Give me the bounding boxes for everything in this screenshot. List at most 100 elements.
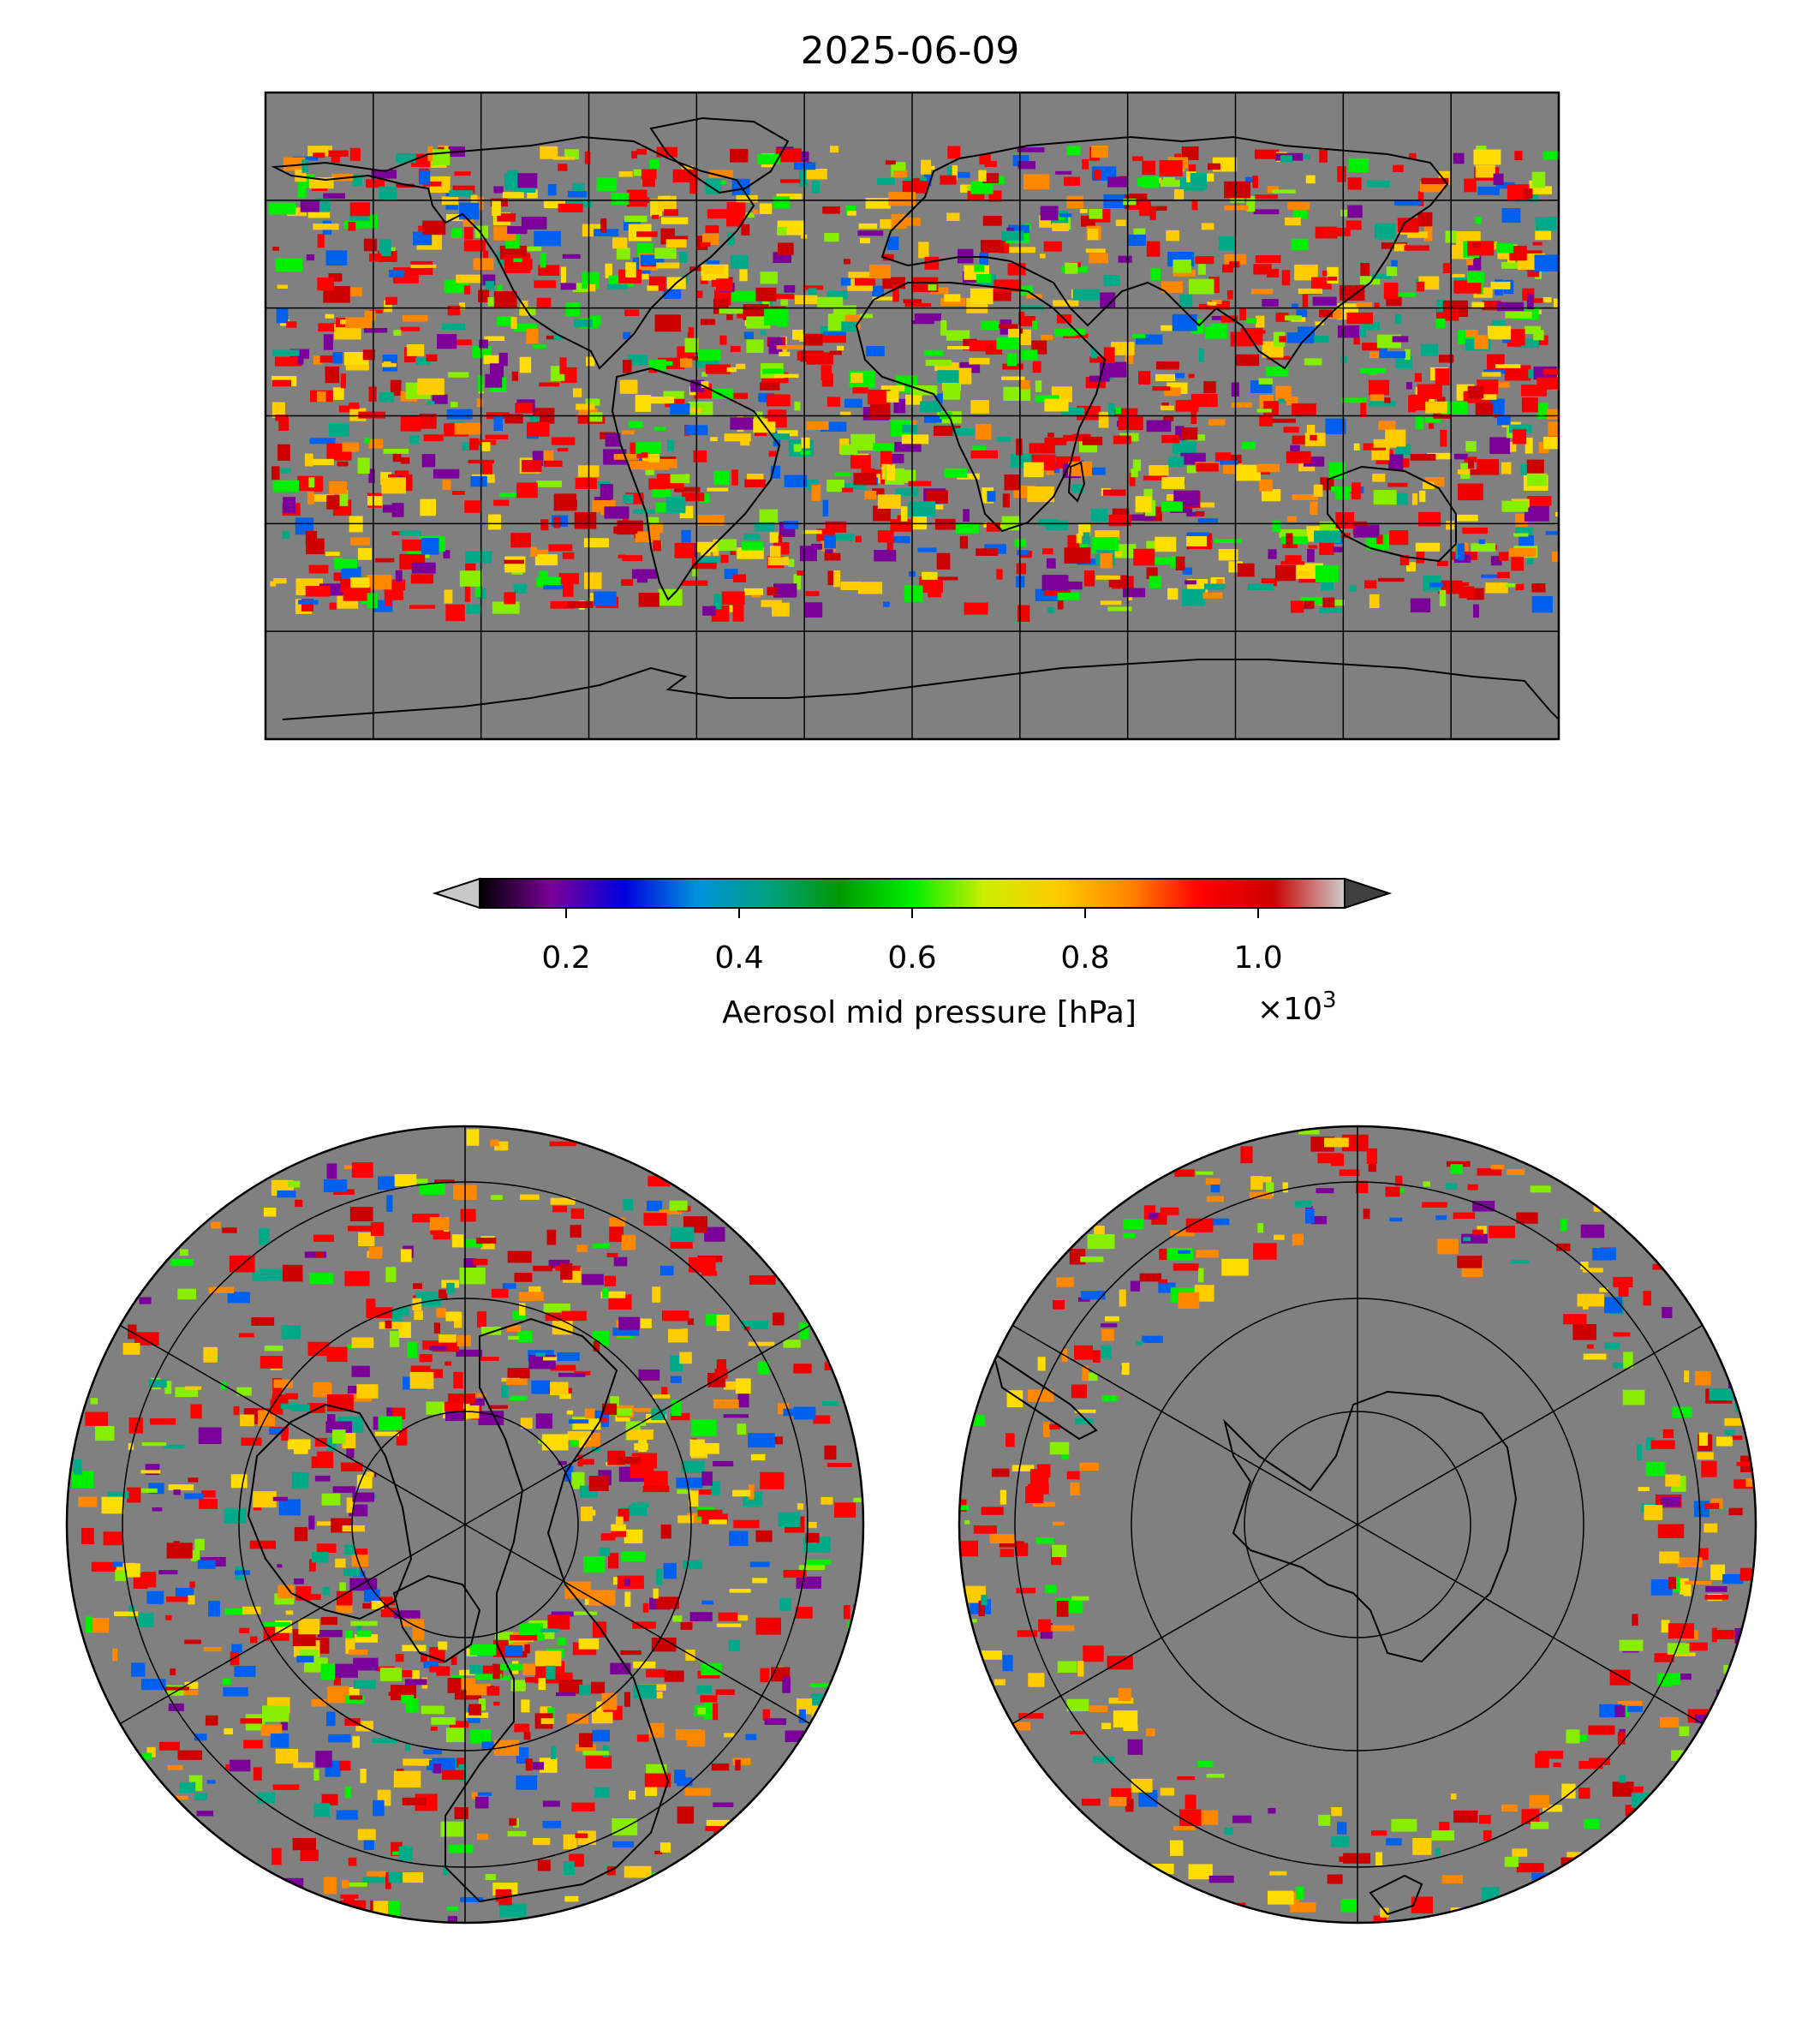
aerosol-pixel <box>374 1431 400 1436</box>
aerosol-pixel <box>270 1734 289 1748</box>
aerosol-pixel <box>718 539 737 552</box>
aerosol-pixel <box>703 1702 714 1720</box>
aerosol-pixel <box>1237 563 1255 577</box>
aerosol-pixel <box>1179 294 1193 307</box>
aerosol-pixel <box>1471 543 1495 552</box>
aerosol-pixel <box>343 1165 353 1170</box>
aerosol-pixel <box>1195 256 1214 265</box>
aerosol-pixel <box>1304 600 1315 609</box>
aerosol-pixel <box>1035 395 1059 403</box>
aerosol-pixel <box>336 1590 353 1606</box>
aerosol-pixel <box>986 522 1001 532</box>
aerosol-pixel <box>1197 518 1219 523</box>
aerosol-pixel <box>1002 493 1011 508</box>
aerosol-pixel <box>112 1561 123 1567</box>
aerosol-pixel <box>1123 1219 1144 1230</box>
aerosol-pixel <box>241 1437 262 1447</box>
aerosol-pixel <box>570 1225 582 1238</box>
aerosol-pixel <box>1118 1687 1131 1701</box>
aerosol-pixel <box>1262 299 1279 307</box>
aerosol-pixel <box>761 600 782 607</box>
aerosol-pixel <box>978 1600 985 1617</box>
aerosol-pixel <box>413 231 433 246</box>
aerosol-pixel <box>749 1275 776 1285</box>
aerosol-pixel <box>518 1303 526 1316</box>
aerosol-pixel <box>1509 245 1527 261</box>
aerosol-pixel <box>588 1590 616 1606</box>
aerosol-pixel <box>488 514 501 530</box>
aerosol-pixel <box>1467 385 1484 399</box>
aerosol-pixel <box>1070 1730 1085 1734</box>
aerosol-pixel <box>1656 1673 1681 1686</box>
aerosol-pixel <box>570 1208 584 1220</box>
aerosol-pixel <box>197 1560 216 1569</box>
aerosol-pixel <box>656 1596 679 1609</box>
aerosol-pixel <box>1082 158 1089 170</box>
aerosol-pixel <box>526 246 542 252</box>
aerosol-pixel <box>880 218 898 229</box>
aerosol-pixel <box>179 1781 196 1793</box>
aerosol-pixel <box>1475 164 1495 178</box>
aerosol-pixel <box>1537 403 1548 419</box>
aerosol-pixel <box>1149 576 1162 588</box>
aerosol-pixel <box>644 1773 671 1787</box>
aerosol-pixel <box>613 1256 628 1267</box>
aerosol-pixel <box>1466 259 1474 266</box>
aerosol-pixel <box>1269 1871 1287 1876</box>
aerosol-pixel <box>701 1471 713 1486</box>
aerosol-pixel <box>1530 1185 1551 1193</box>
aerosol-pixel <box>1119 1289 1126 1307</box>
aerosol-pixel <box>674 486 701 492</box>
aerosol-pixel <box>339 1582 346 1591</box>
aerosol-pixel <box>1477 459 1500 475</box>
aerosol-pixel <box>1473 149 1501 165</box>
aerosol-pixel <box>1077 1661 1084 1677</box>
aerosol-pixel <box>1103 274 1120 287</box>
aerosol-pixel <box>442 1769 464 1781</box>
aerosol-pixel <box>474 581 481 597</box>
aerosol-pixel <box>344 1544 356 1555</box>
aerosol-pixel <box>1535 216 1557 231</box>
aerosol-pixel <box>624 1692 630 1707</box>
aerosol-pixel <box>521 460 542 473</box>
aerosol-pixel <box>822 206 840 214</box>
aerosol-pixel <box>702 606 716 616</box>
aerosol-pixel <box>1280 561 1305 565</box>
aerosol-pixel <box>421 454 436 468</box>
aerosol-pixel <box>1244 176 1258 182</box>
aerosol-pixel <box>1234 464 1262 481</box>
aerosol-pixel <box>168 1703 184 1711</box>
aerosol-pixel <box>307 212 331 218</box>
aerosol-pixel <box>550 1364 576 1371</box>
aerosol-pixel <box>596 177 618 192</box>
aerosol-pixel <box>1319 149 1328 163</box>
aerosol-pixel <box>1393 164 1404 172</box>
aerosol-pixel <box>1515 527 1533 535</box>
aerosol-pixel <box>1327 1874 1343 1884</box>
aerosol-pixel <box>1178 1292 1200 1309</box>
aerosol-pixel <box>1533 330 1544 341</box>
aerosol-pixel <box>780 299 789 306</box>
aerosol-pixel <box>281 1324 301 1340</box>
aerosol-pixel <box>977 283 987 287</box>
aerosol-pixel <box>1209 301 1230 310</box>
aerosol-pixel <box>1453 582 1470 587</box>
aerosol-pixel <box>1366 1148 1378 1164</box>
aerosol-pixel <box>726 367 737 373</box>
aerosol-pixel <box>742 541 764 551</box>
aerosol-pixel <box>1496 301 1525 312</box>
aerosol-pixel <box>1510 1260 1529 1264</box>
aerosol-pixel <box>952 171 970 178</box>
aerosol-pixel <box>1138 1789 1158 1807</box>
aerosol-pixel <box>703 265 725 274</box>
aerosol-pixel <box>423 1661 439 1668</box>
aerosol-pixel <box>1181 146 1199 160</box>
aerosol-pixel <box>612 1841 635 1848</box>
aerosol-pixel <box>1044 437 1067 445</box>
aerosol-pixel <box>514 323 538 332</box>
aerosol-pixel <box>743 588 764 595</box>
aerosol-pixel <box>590 1681 606 1694</box>
aerosol-pixel <box>413 1283 422 1290</box>
aerosol-pixel <box>478 1357 499 1361</box>
aerosol-pixel <box>390 379 402 397</box>
